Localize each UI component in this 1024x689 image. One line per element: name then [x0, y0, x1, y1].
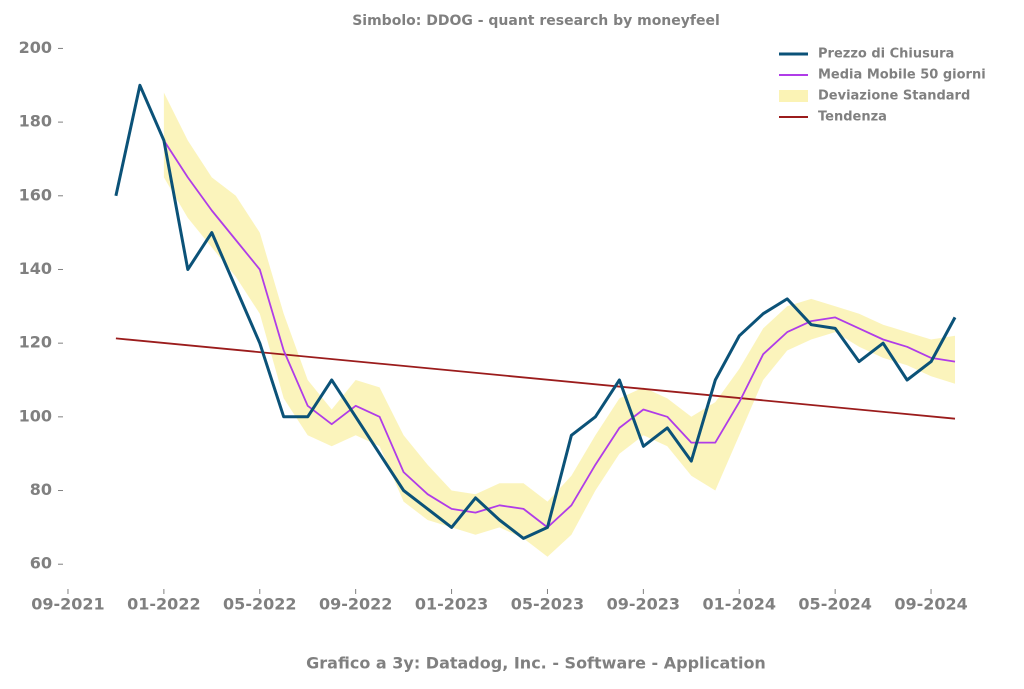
legend-label: Deviazione Standard [818, 89, 970, 104]
x-tick-label: 09-2023 [607, 595, 680, 614]
y-tick-label: 160 [19, 185, 52, 204]
x-tick-label: 01-2022 [127, 595, 200, 614]
x-tick-label: 05-2024 [798, 595, 871, 614]
legend-swatch [779, 90, 808, 102]
price-line [114, 83, 957, 540]
std-band [163, 92, 955, 557]
x-tick-label: 05-2022 [223, 595, 296, 614]
legend-label: Prezzo di Chiusura [818, 47, 954, 62]
x-tick-label: 05-2023 [511, 595, 584, 614]
y-tick-label: 60 [30, 554, 52, 573]
chart-title: Simbolo: DDOG - quant research by moneyf… [352, 13, 720, 29]
x-tick-label: 09-2022 [319, 595, 392, 614]
y-tick-label: 140 [19, 259, 52, 278]
moving-average-line [163, 140, 956, 529]
x-tick-label: 09-2024 [894, 595, 967, 614]
x-tick-label: 01-2023 [415, 595, 488, 614]
trend-line [115, 337, 956, 420]
y-tick-label: 80 [30, 480, 52, 499]
legend-label: Media Mobile 50 giorni [818, 68, 986, 83]
x-tick-label: 09-2021 [31, 595, 104, 614]
y-tick-label: 180 [19, 112, 52, 131]
y-tick-label: 120 [19, 333, 52, 352]
legend-label: Tendenza [818, 110, 887, 125]
x-tick-label: 01-2024 [703, 595, 776, 614]
y-tick-label: 200 [19, 38, 52, 57]
x-axis-label: Grafico a 3y: Datadog, Inc. - Software -… [306, 654, 766, 673]
y-tick-label: 100 [19, 406, 52, 425]
